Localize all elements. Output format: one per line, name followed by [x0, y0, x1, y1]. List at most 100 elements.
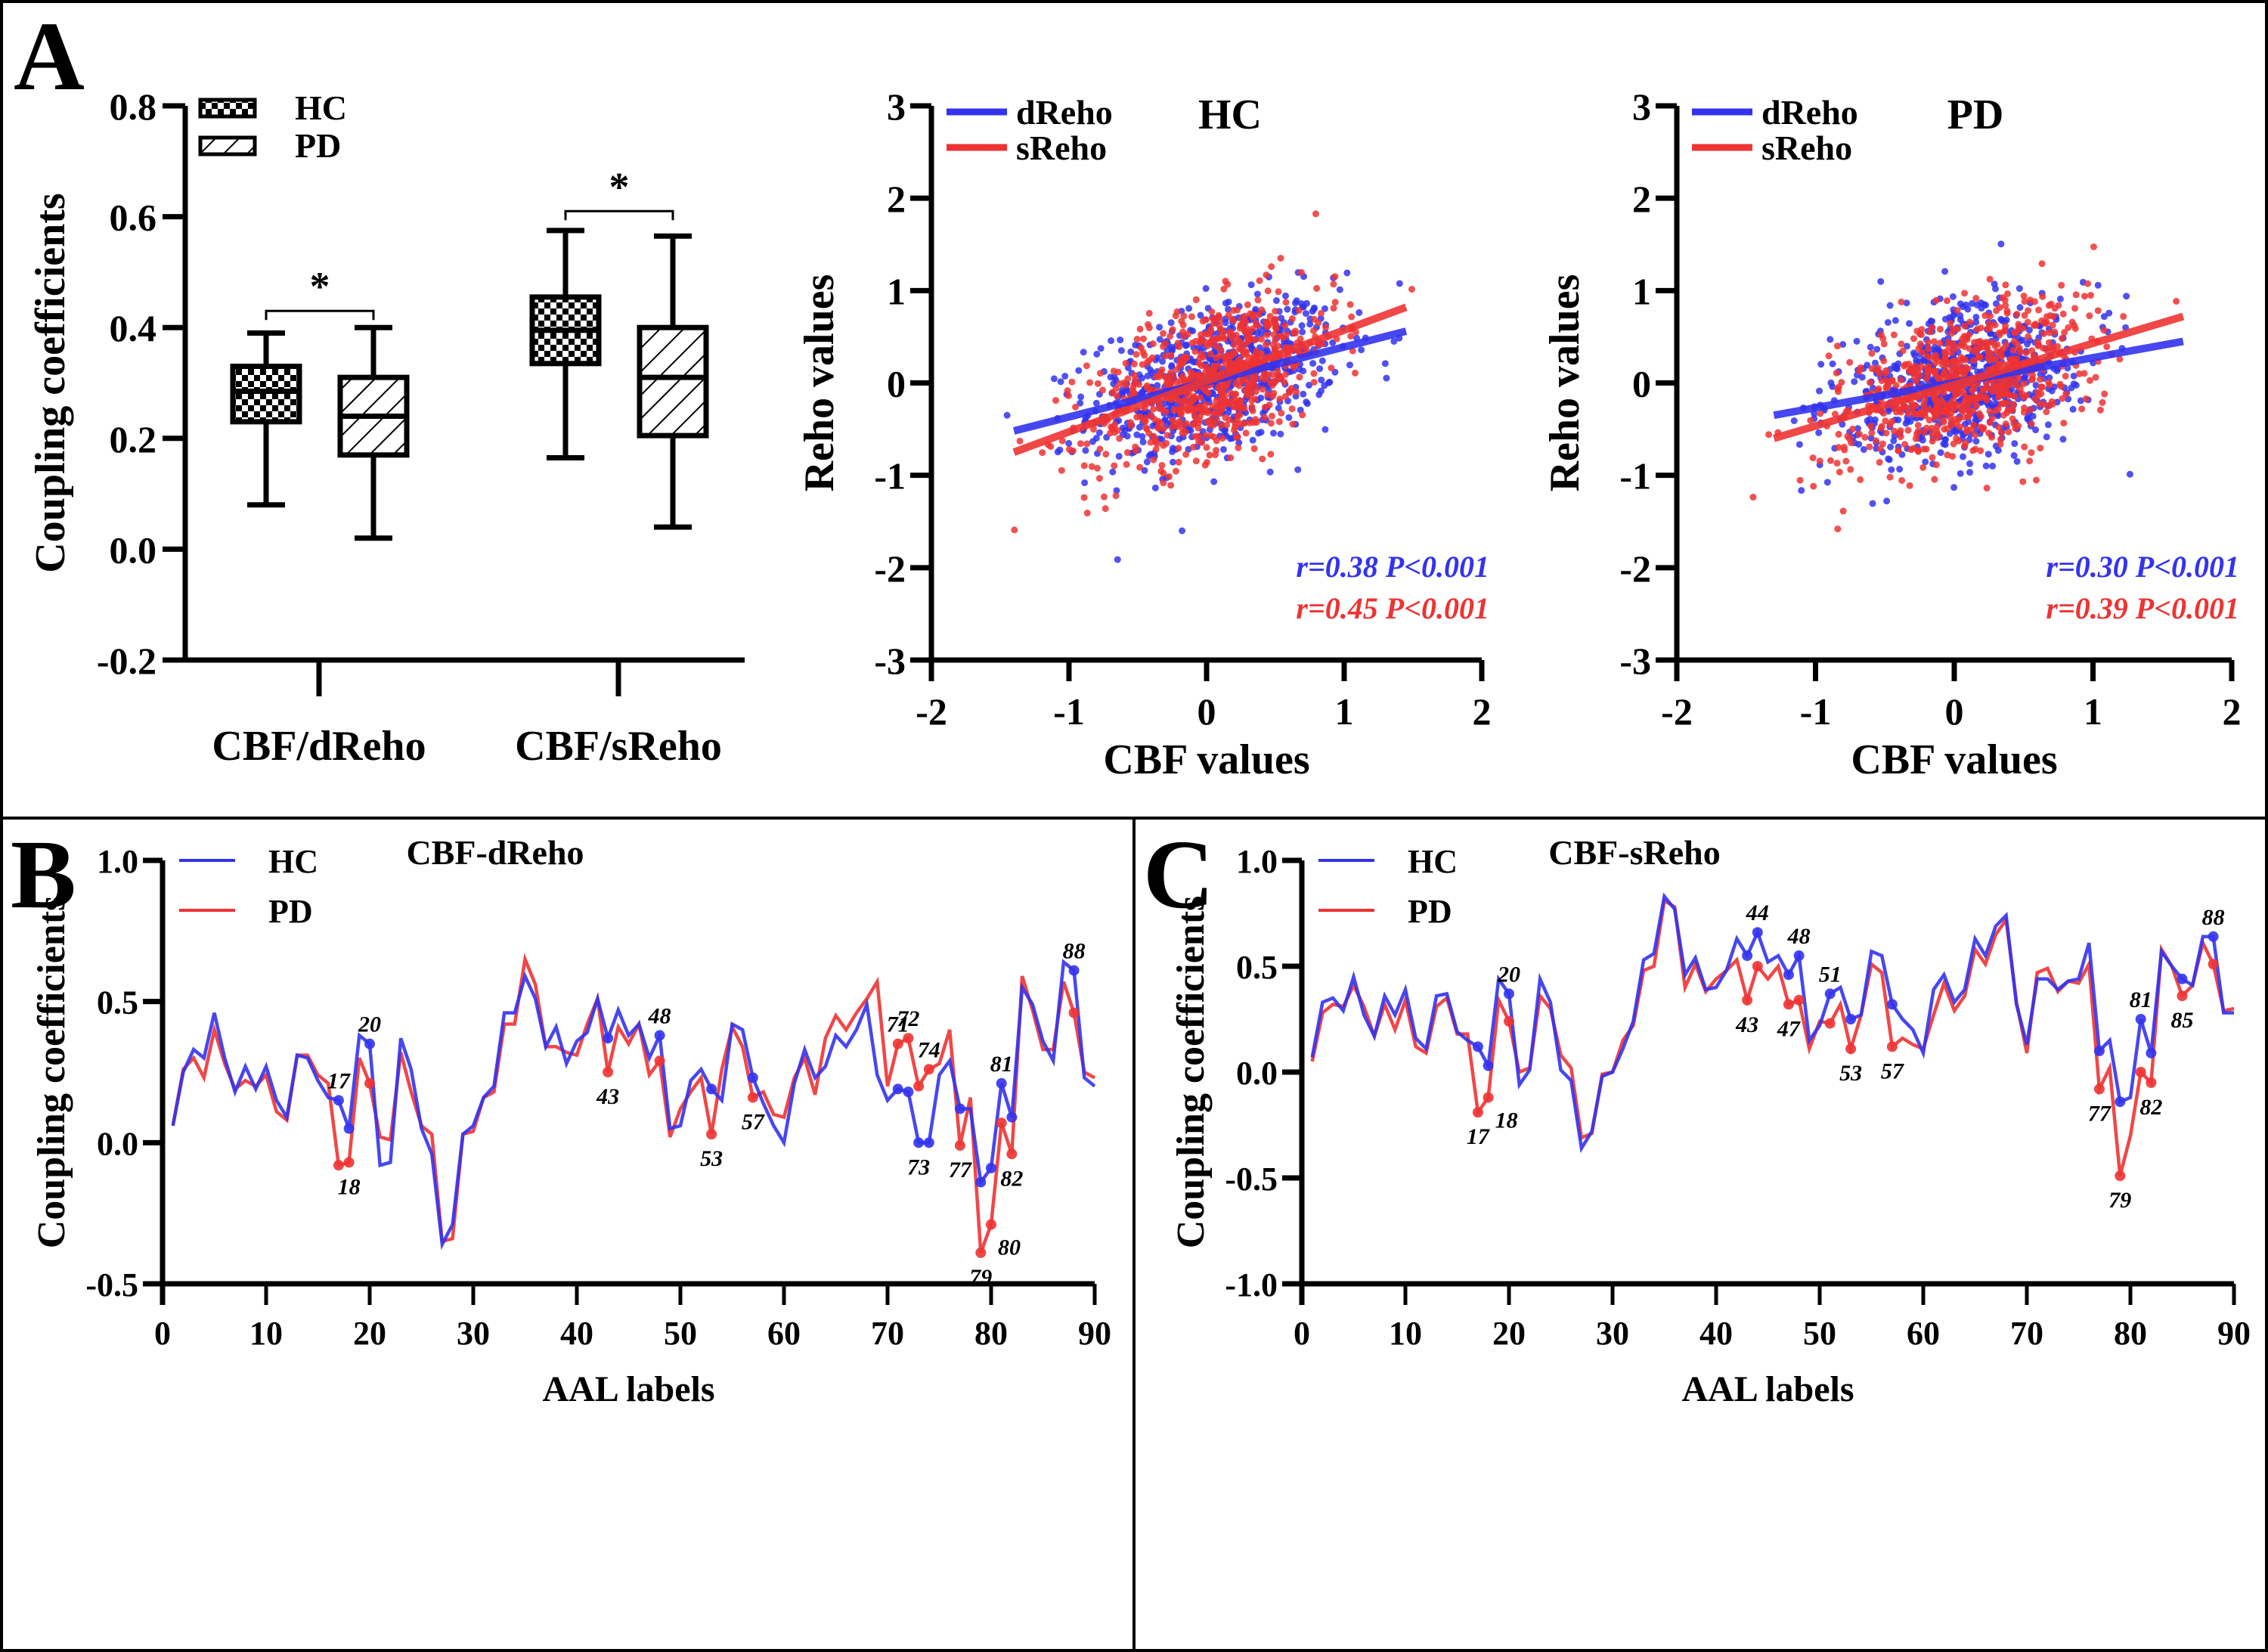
scatter-point-dreho [1381, 360, 1389, 367]
scatter-point-sreho [1249, 407, 1256, 414]
scatter-point-sreho [2084, 280, 2092, 287]
scatter-point-dreho [1284, 305, 1291, 313]
scatter-point-sreho [1269, 392, 1276, 400]
scatter-point-sreho [1182, 451, 1190, 458]
scatter-point-sreho [1173, 406, 1180, 414]
scatter-point-dreho [1907, 417, 1914, 425]
marked-point-pd [2135, 1067, 2146, 1077]
scatter-point-dreho [2032, 426, 2040, 434]
marked-point-pd [2208, 959, 2219, 970]
scatter-point-sreho [1839, 507, 1847, 515]
scatter-point-dreho [1941, 441, 1949, 448]
scatter-point-sreho [2022, 392, 2030, 399]
scatter-point-sreho [1940, 416, 1947, 423]
scatter-point-sreho [1252, 348, 1259, 355]
scatter-point-sreho [1267, 451, 1275, 458]
scatter-point-sreho [1886, 473, 1894, 481]
scatter-point-sreho [1127, 422, 1135, 429]
scatter-point-dreho [1989, 462, 1997, 470]
scatter-point-dreho [1855, 441, 1863, 448]
scatter-point-sreho [2050, 313, 2057, 321]
scatter-point-dreho [1883, 497, 1891, 505]
scatter-point-sreho [1918, 362, 1926, 370]
scatter-point-dreho [1197, 311, 1204, 319]
point-annotation: 43 [1735, 1012, 1758, 1037]
scatter-point-sreho [2011, 392, 2019, 400]
scatter-point-sreho [2059, 395, 2066, 402]
scatter-point-sreho [1888, 377, 1896, 384]
scatter-point-sreho [1219, 396, 1227, 404]
scatter-point-dreho [1143, 458, 1151, 466]
scatter-point-sreho [1272, 321, 1280, 328]
scatter-point-sreho [1208, 308, 1216, 315]
scatter-point-dreho [1108, 337, 1115, 345]
scatter-point-sreho [1133, 336, 1141, 343]
scatter-point-dreho [1133, 431, 1141, 439]
scatter-point-sreho [2028, 420, 2035, 428]
scatter-point-sreho [1213, 342, 1220, 350]
scatter-point-sreho [1986, 419, 1994, 426]
legend-swatch-hc [198, 98, 257, 119]
scatter-point-sreho [1950, 325, 1957, 333]
scatter-point-sreho [1210, 410, 1217, 417]
scatter-point-dreho [1138, 389, 1145, 396]
scatter-point-dreho [1343, 269, 1351, 277]
scatter-point-sreho [1065, 392, 1073, 399]
scatter-point-sreho [1876, 458, 1883, 466]
scatter-point-dreho [2068, 384, 2075, 392]
scatter-point-sreho [1251, 336, 1259, 344]
scatter-point-sreho [1981, 311, 1989, 319]
scatter-point-dreho [1114, 556, 1121, 563]
scatter-point-sreho [2046, 344, 2053, 352]
scatter-point-sreho [1328, 364, 1335, 372]
scatter-point-sreho [1194, 424, 1202, 432]
scatter-point-sreho [1281, 378, 1288, 386]
x-tick-label: -2 [916, 690, 947, 733]
scatter-point-dreho [1383, 374, 1390, 382]
scatter-point-sreho [2062, 390, 2070, 398]
scatter-point-sreho [1949, 364, 1957, 372]
scatter-point-sreho [2003, 309, 2011, 317]
marked-point-pd [1793, 994, 1805, 1006]
scatter-point-sreho [1331, 299, 1339, 306]
x-tick-label: 50 [664, 1315, 697, 1352]
scatter-point-sreho [1263, 323, 1271, 330]
scatter-point-sreho [1278, 409, 1285, 417]
scatter-point-sreho [1954, 306, 1961, 314]
marked-point-pd [747, 1092, 758, 1103]
scatter-point-sreho [1938, 361, 1946, 368]
marked-point-hc [1845, 1014, 1857, 1024]
scatter-point-dreho [1082, 447, 1089, 454]
scatter-point-sreho [1949, 358, 1957, 365]
stat-annotation-dreho: r=0.30 P<0.001 [2046, 550, 2239, 584]
scatter-point-sreho [1880, 340, 1888, 348]
scatter-point-sreho [1944, 404, 1951, 411]
scatter-point-dreho [1318, 357, 1326, 364]
scatter-point-dreho [1097, 345, 1105, 352]
scatter-point-dreho [2010, 452, 2018, 460]
scatter-point-sreho [1275, 418, 1283, 426]
scatter-point-sreho [1312, 210, 1319, 218]
scatter-point-sreho [1138, 344, 1145, 352]
scatter-point-sreho [1199, 318, 1207, 325]
y-tick-label: -0.5 [85, 1266, 138, 1303]
scatter-point-sreho [1221, 360, 1228, 367]
scatter-point-sreho [1239, 348, 1247, 355]
scatter-point-sreho [1940, 408, 1947, 416]
scatter-point-dreho [1922, 458, 1929, 466]
legend-label-dreho: dReho [1016, 93, 1113, 132]
scatter-point-dreho [1815, 429, 1823, 436]
scatter-point-dreho [1253, 290, 1261, 298]
scatter-point-sreho [1274, 367, 1281, 375]
scatter-point-sreho [1932, 296, 1940, 304]
point-annotation: 20 [1497, 962, 1520, 987]
scatter-point-sreho [1868, 429, 1876, 437]
scatter-point-sreho [1136, 380, 1143, 388]
scatter-point-sreho [1219, 388, 1227, 395]
scatter-point-dreho [2077, 397, 2084, 404]
scatter-point-sreho [1258, 336, 1266, 343]
scatter-point-sreho [1068, 378, 1076, 386]
point-annotation: 17 [327, 1068, 351, 1093]
scatter-point-dreho [1950, 484, 1958, 491]
scatter-point-sreho [1948, 417, 1956, 425]
